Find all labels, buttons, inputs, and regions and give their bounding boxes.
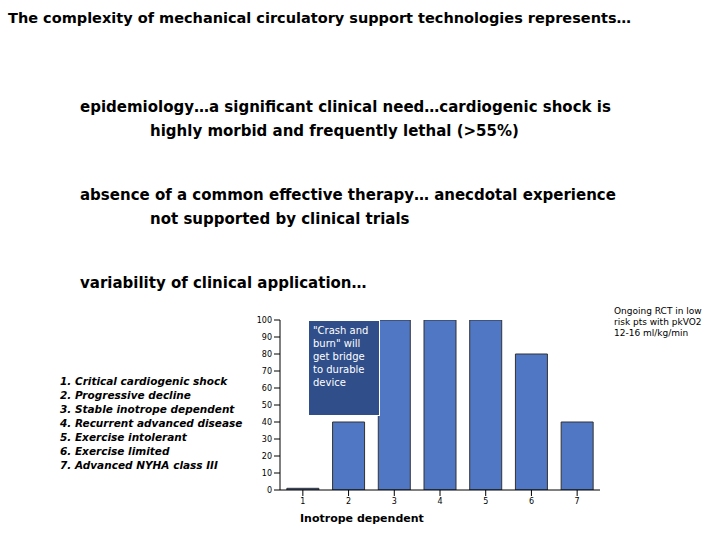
svg-text:100: 100 [257,316,272,325]
svg-text:50: 50 [262,401,272,410]
html-text:absence of a common effective: absence of a common effective therapy… a… [80,186,616,204]
html-text:Inotrope dependent: Inotrope dependent [300,512,424,525]
html-text:6. Exercise limited: 6. Exercise limited [60,445,170,457]
svg-text:10: 10 [262,469,272,478]
html-text:7. Advanced NYHA class III: 7. Advanced NYHA class III [60,459,218,471]
html-text:4. Recurrent advanced disease: 4. Recurrent advanced disease [60,417,243,429]
html-text:not supported by clinical tria: not supported by clinical trials [150,210,410,228]
svg-text:40: 40 [262,418,272,427]
html-text:The complexity of mechanical c: The complexity of mechanical circulatory… [8,10,632,26]
html-text:1. Critical cardiogenic shock: 1. Critical cardiogenic shock [60,375,228,387]
html-text:2. Progressive decline: 2. Progressive decline [60,389,191,401]
svg-text:6: 6 [529,497,534,506]
html-text:3. Stable inotrope dependent: 3. Stable inotrope dependent [60,403,235,415]
svg-text:60: 60 [262,384,272,393]
svg-text:5: 5 [483,497,488,506]
svg-text:0: 0 [267,486,272,495]
html-text:highly morbid and frequently l: highly morbid and frequently lethal (>55… [150,122,519,140]
html-text:variability of clinical applic: variability of clinical application… [80,274,367,292]
svg-text:4: 4 [437,497,442,506]
svg-text:30: 30 [262,435,272,444]
svg-text:1: 1 [300,497,305,506]
html-text:"Crash and burn" will get brid: "Crash and burn" will get bridge to dura… [313,325,369,388]
html-text:Ongoing RCT in low risk pts wi: Ongoing RCT in low risk pts with pkVO2 1… [614,306,702,338]
svg-text:2: 2 [346,497,351,506]
svg-text:90: 90 [262,333,272,342]
svg-text:80: 80 [262,350,272,359]
svg-text:7: 7 [575,497,580,506]
svg-text:20: 20 [262,452,272,461]
svg-text:70: 70 [262,367,272,376]
html-text:5. Exercise intolerant: 5. Exercise intolerant [60,431,187,443]
svg-text:3: 3 [392,497,397,506]
html-text:epidemiology…a significant cli: epidemiology…a significant clinical need… [80,98,611,116]
